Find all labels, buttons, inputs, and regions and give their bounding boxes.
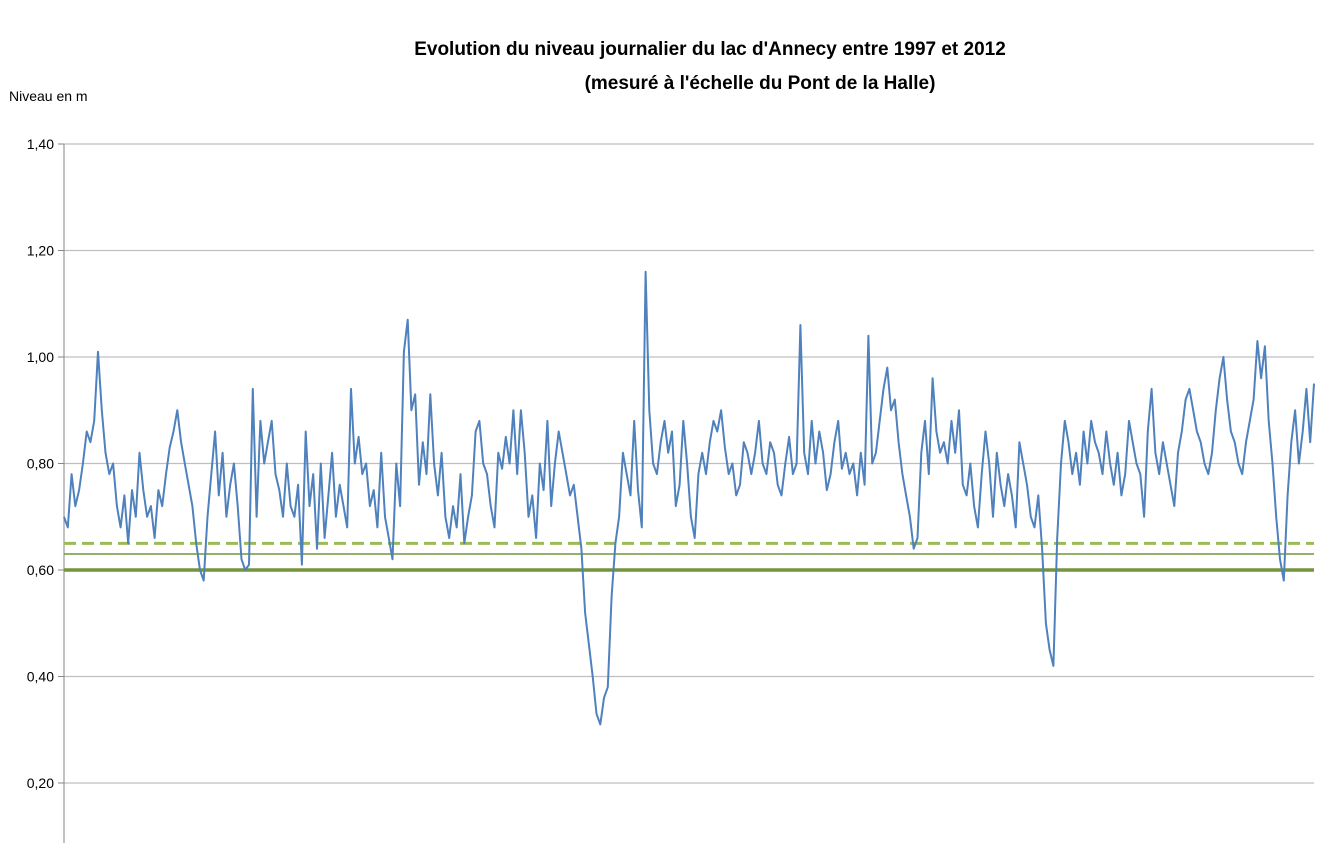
y-tick-label: 1,00 [27,349,54,365]
y-tick-label: 0,60 [27,562,54,578]
y-tick-label: 1,40 [27,136,54,152]
y-tick-label: 0,80 [27,456,54,472]
y-axis-label: Niveau en m [9,88,88,104]
y-tick-label: 0,40 [27,669,54,685]
chart-subtitle: (mesuré à l'échelle du Pont de la Halle) [584,73,936,94]
chart-title: Evolution du niveau journalier du lac d'… [414,39,1006,60]
y-tick-label: 1,20 [27,243,54,259]
series-line [63,270,1315,726]
y-tick-label: 0,20 [27,775,54,791]
